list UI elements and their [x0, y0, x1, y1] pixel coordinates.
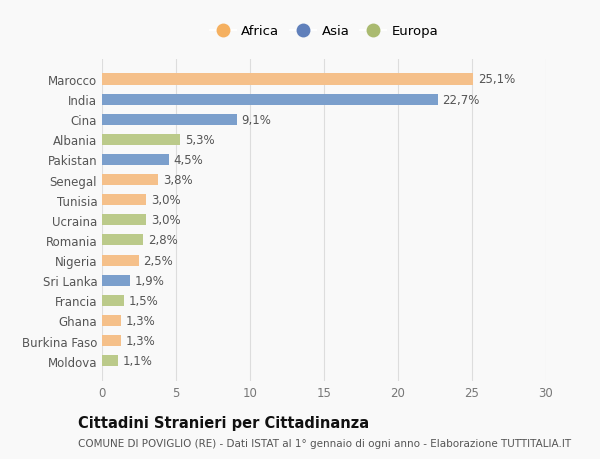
Text: 3,0%: 3,0% [151, 194, 181, 207]
Bar [102, 355, 118, 366]
Bar [102, 255, 139, 266]
Text: 3,0%: 3,0% [151, 214, 181, 227]
Text: 1,3%: 1,3% [125, 334, 155, 347]
Bar [102, 114, 236, 125]
Text: Cittadini Stranieri per Cittadinanza: Cittadini Stranieri per Cittadinanza [78, 415, 369, 431]
Bar [102, 155, 169, 166]
Text: 3,8%: 3,8% [163, 174, 193, 187]
Text: 2,5%: 2,5% [143, 254, 173, 267]
Bar [102, 335, 121, 346]
Text: 2,8%: 2,8% [148, 234, 178, 247]
Bar [102, 235, 143, 246]
Text: 9,1%: 9,1% [241, 113, 271, 126]
Text: 1,5%: 1,5% [128, 294, 158, 307]
Text: COMUNE DI POVIGLIO (RE) - Dati ISTAT al 1° gennaio di ogni anno - Elaborazione T: COMUNE DI POVIGLIO (RE) - Dati ISTAT al … [78, 438, 571, 448]
Text: 1,1%: 1,1% [123, 354, 152, 367]
Text: 5,3%: 5,3% [185, 134, 215, 146]
Bar [102, 174, 158, 186]
Legend: Africa, Asia, Europa: Africa, Asia, Europa [206, 21, 442, 42]
Bar [102, 95, 438, 106]
Bar [102, 215, 146, 226]
Bar [102, 134, 181, 146]
Text: 22,7%: 22,7% [442, 93, 480, 106]
Bar [102, 195, 146, 206]
Bar [102, 74, 473, 85]
Text: 4,5%: 4,5% [173, 154, 203, 167]
Text: 25,1%: 25,1% [478, 73, 515, 86]
Text: 1,9%: 1,9% [134, 274, 164, 287]
Text: 1,3%: 1,3% [125, 314, 155, 327]
Bar [102, 295, 124, 306]
Bar [102, 315, 121, 326]
Bar [102, 275, 130, 286]
